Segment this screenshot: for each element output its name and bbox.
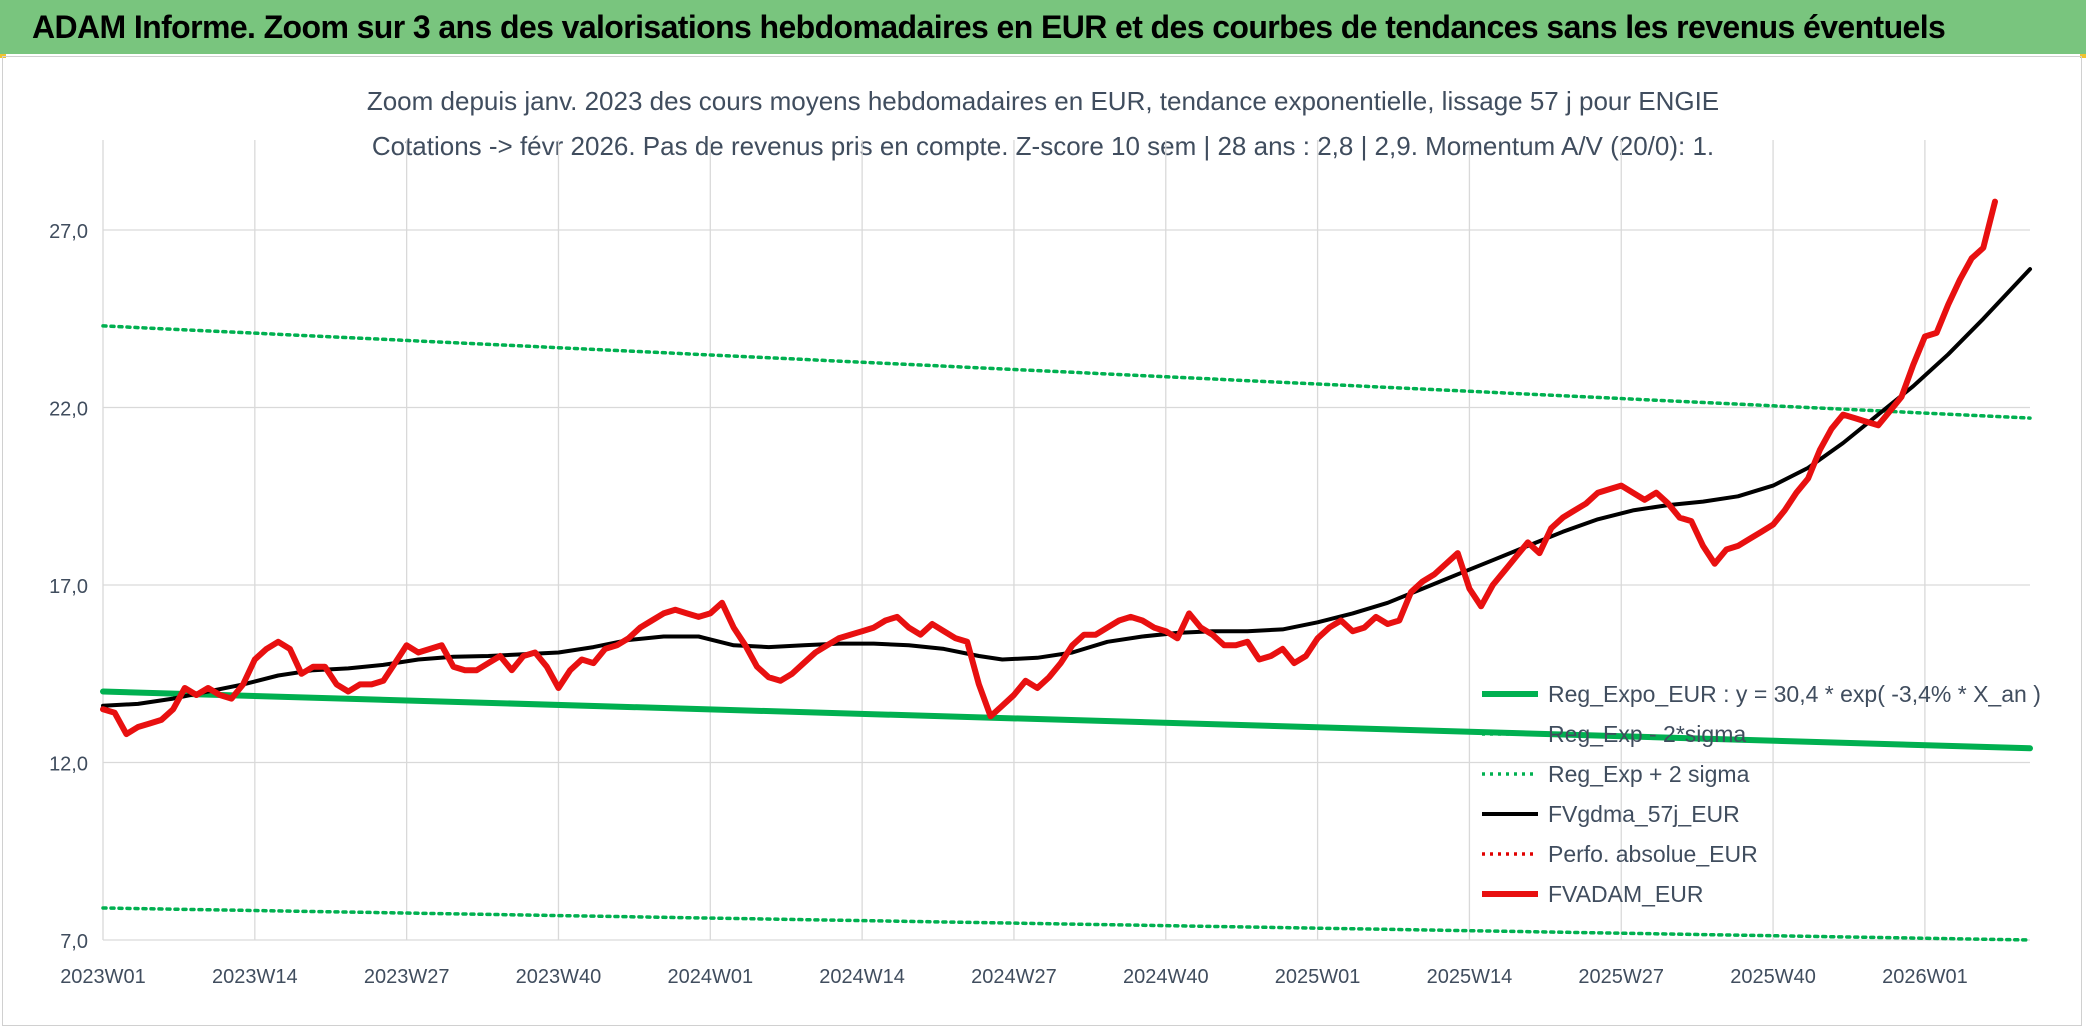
legend-label: FVADAM_EUR	[1548, 881, 1704, 907]
series-area	[100, 198, 2033, 942]
legend-label: Reg_Exp + 2 sigma	[1548, 761, 1750, 787]
grid: 7,0 12,0 17,0 22,0 27,0 2023W01 2023W14 2023W27…	[49, 140, 2030, 988]
y-tick-label: 12,0	[49, 754, 88, 776]
x-tick-label: 2023W40	[516, 966, 602, 988]
chart-subtitle: Cotations -> févr 2026. Pas de revenus p…	[372, 131, 1714, 161]
legend: Reg_Expo_EUR : y = 30,4 * exp( -3,4% * X…	[1482, 681, 2041, 907]
x-tick-label: 2024W01	[667, 966, 753, 988]
y-tick-label: 27,0	[49, 221, 88, 243]
x-tick-label: 2023W01	[60, 966, 146, 988]
header-bar	[0, 0, 2086, 54]
page-title: ADAM Informe. Zoom sur 3 ans des valoris…	[32, 9, 1946, 45]
y-tick-label: 22,0	[49, 399, 88, 421]
series-line-4	[101, 267, 2032, 708]
x-tick-label: 2026W01	[1882, 966, 1968, 988]
corner-mark-right	[2080, 54, 2086, 58]
chart-frame	[2, 56, 2082, 1026]
chart-title: Zoom depuis janv. 2023 des cours moyens …	[367, 86, 1719, 116]
x-tick-label: 2024W40	[1123, 966, 1209, 988]
x-tick-label: 2025W40	[1730, 966, 1816, 988]
x-tick-label: 2024W27	[971, 966, 1057, 988]
series-line-3	[101, 324, 2032, 420]
x-tick-label: 2025W01	[1275, 966, 1361, 988]
x-tick-label: 2025W27	[1578, 966, 1664, 988]
x-tick-label: 2025W14	[1427, 966, 1513, 988]
y-tick-label: 17,0	[49, 576, 88, 598]
x-tick-label: 2024W14	[819, 966, 905, 988]
x-tick-label: 2023W27	[364, 966, 450, 988]
legend-label: Perfo. absolue_EUR	[1548, 841, 1758, 867]
series-line-2	[101, 906, 2032, 942]
x-tick-label: 2023W14	[212, 966, 298, 988]
legend-label: Reg_Expo_EUR : y = 30,4 * exp( -3,4% * X…	[1548, 681, 2041, 707]
legend-label: FVgdma_57j_EUR	[1548, 801, 1740, 827]
series-line-6	[100, 198, 1998, 738]
y-tick-label: 7,0	[60, 931, 88, 953]
series-line-1	[100, 688, 2033, 752]
legend-label: Reg_Exp - 2*sigma	[1548, 721, 1746, 747]
